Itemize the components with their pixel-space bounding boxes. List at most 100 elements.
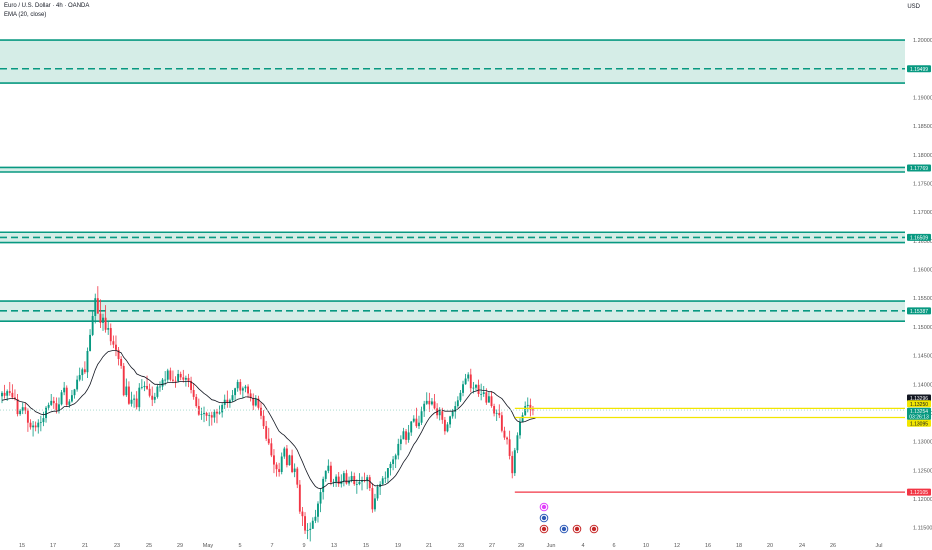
x-tick-label: Jul xyxy=(875,543,882,549)
candle xyxy=(244,384,247,393)
candle xyxy=(81,367,84,381)
candle xyxy=(127,381,130,405)
y-tick-label: 1.17000 xyxy=(913,210,932,216)
candle-body xyxy=(381,478,384,485)
zone-price-label-bg xyxy=(907,65,931,73)
candle-body xyxy=(252,398,255,406)
price-label: 1.13095 xyxy=(907,419,931,427)
candle-body xyxy=(438,411,441,416)
candle-body xyxy=(228,400,231,403)
candle-body xyxy=(335,476,338,482)
candle-body xyxy=(146,385,148,389)
candle xyxy=(228,398,231,408)
candle-body xyxy=(366,477,369,482)
price-label: 1.13250 xyxy=(907,400,931,408)
candle-body xyxy=(392,459,395,464)
candle xyxy=(506,436,508,445)
candle xyxy=(329,461,332,486)
candle-body xyxy=(68,401,71,405)
candle-body xyxy=(104,317,107,330)
candle xyxy=(283,446,286,459)
candle xyxy=(117,346,120,366)
candle xyxy=(37,419,40,434)
candle xyxy=(420,406,423,425)
candle-body xyxy=(482,392,485,395)
candle-body xyxy=(21,407,24,411)
x-tick-label: 29 xyxy=(518,543,524,549)
lightning-icon[interactable] xyxy=(539,502,549,512)
candle xyxy=(376,484,379,501)
candle xyxy=(166,368,169,382)
candle-body xyxy=(322,478,325,493)
events-layer[interactable] xyxy=(539,502,599,534)
us-flag-icon[interactable] xyxy=(539,524,549,534)
candle-body xyxy=(55,403,58,411)
candle xyxy=(361,476,363,491)
candle xyxy=(122,363,125,397)
candle-body xyxy=(477,384,480,395)
candle-body xyxy=(508,439,511,456)
zone-price-label-bg xyxy=(907,307,931,315)
candle xyxy=(402,427,405,440)
candle-body xyxy=(45,407,47,419)
candle xyxy=(270,438,273,458)
candle xyxy=(249,389,252,402)
x-tick-label: 6 xyxy=(612,543,615,549)
candle xyxy=(192,383,195,400)
candle-body xyxy=(273,455,275,465)
us-flag-icon[interactable] xyxy=(589,524,599,534)
candle-body xyxy=(109,328,112,342)
candle-body xyxy=(397,443,400,456)
candle-body xyxy=(283,448,286,457)
candle-body xyxy=(73,389,76,396)
candle xyxy=(304,512,306,534)
candle-body xyxy=(329,465,332,483)
candle xyxy=(487,392,490,403)
candle xyxy=(267,427,270,446)
candle-body xyxy=(415,418,418,427)
candle xyxy=(423,400,426,417)
candle-body xyxy=(81,369,84,376)
price-axis[interactable]: 1.20000 1.19000 1.18500 1.18000 1.17500 1.170… xyxy=(905,0,932,550)
price-label-text: 1.13254 xyxy=(910,409,928,415)
candle-body xyxy=(296,468,299,485)
candle-body xyxy=(169,370,172,380)
time-axis[interactable]: 15 17 21 23 25 29 May 5 7 9 13 15 19 21 23 27 29 Jun 4 6 10 1… xyxy=(19,543,883,549)
candle xyxy=(327,459,330,474)
candle xyxy=(234,387,237,401)
candle-body xyxy=(138,387,141,408)
candle-body xyxy=(218,412,221,414)
x-tick-label: 18 xyxy=(736,543,742,549)
candle-body xyxy=(239,381,242,391)
candle-body xyxy=(257,398,260,408)
candle xyxy=(89,329,92,352)
candle-body xyxy=(368,477,371,489)
candle xyxy=(477,379,480,397)
price-label-bg xyxy=(907,419,931,427)
candle-body xyxy=(529,404,532,410)
candle xyxy=(39,415,42,432)
candle-body xyxy=(122,365,125,396)
eu-flag-icon[interactable] xyxy=(559,524,569,534)
price-label-text: 1.13296 xyxy=(910,396,928,402)
candle xyxy=(94,293,97,324)
indicator-legend-ema[interactable]: EMA (20, close) xyxy=(4,12,47,18)
candle-body xyxy=(304,516,306,531)
candle-body xyxy=(210,415,213,418)
candle-body xyxy=(70,395,73,402)
candle-body xyxy=(407,432,410,440)
currency-label[interactable]: USD xyxy=(907,4,920,10)
candle-body xyxy=(402,431,405,440)
candle xyxy=(143,381,146,392)
candle-body xyxy=(467,374,470,379)
candle xyxy=(469,368,472,393)
symbol-title[interactable]: Euro / U.S. Dollar · 4h · OANDA xyxy=(4,3,90,9)
eu-flag-icon[interactable] xyxy=(539,513,549,523)
candle xyxy=(159,381,161,392)
zone-price-label-bg xyxy=(907,164,931,172)
candle xyxy=(208,412,211,427)
us-flag-icon[interactable] xyxy=(572,524,582,534)
y-tick-label: 1.20000 xyxy=(913,38,932,44)
candle-body xyxy=(99,313,102,323)
